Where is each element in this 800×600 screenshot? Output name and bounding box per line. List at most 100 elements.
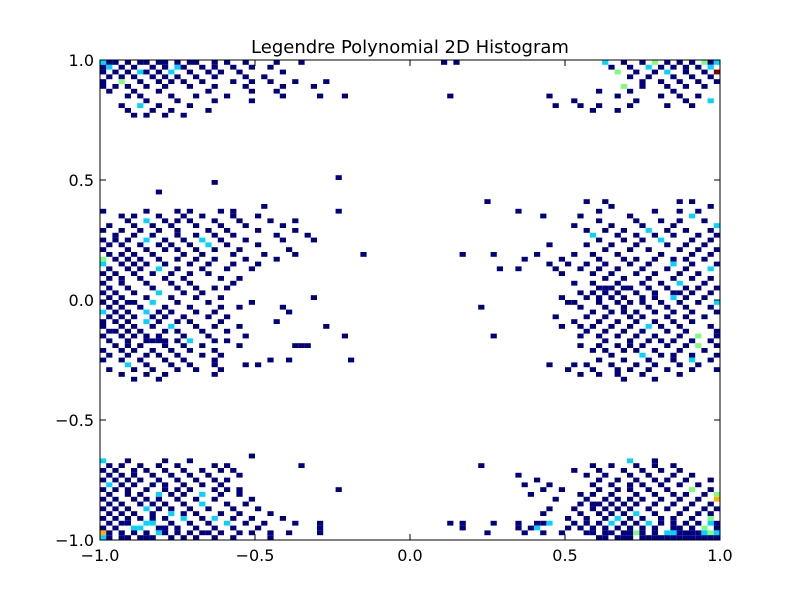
histogram-cell	[124, 520, 131, 526]
histogram-cell	[639, 237, 646, 243]
histogram-cell	[100, 458, 107, 464]
histogram-cell	[478, 463, 485, 468]
histogram-cell	[267, 535, 274, 540]
histogram-cell	[255, 506, 262, 512]
histogram-cell	[100, 468, 107, 473]
histogram-cell	[645, 228, 652, 233]
histogram-cell	[205, 314, 212, 320]
histogram-cell	[676, 468, 683, 473]
histogram-cell	[106, 338, 113, 344]
histogram-cell	[695, 333, 702, 339]
histogram-cell	[565, 261, 572, 267]
histogram-cell	[682, 343, 689, 348]
histogram-cell	[589, 463, 596, 468]
histogram-cell	[217, 69, 224, 75]
histogram-cell	[341, 333, 348, 339]
histogram-cell	[292, 218, 299, 224]
histogram-cell	[118, 276, 125, 281]
histogram-cell	[596, 300, 603, 305]
histogram-cell	[651, 463, 658, 468]
histogram-cell	[224, 266, 231, 272]
histogram-cell	[620, 276, 627, 281]
histogram-cell	[279, 516, 286, 521]
histogram-cell	[689, 525, 696, 531]
histogram-cell	[267, 530, 274, 536]
histogram-cell	[149, 108, 156, 113]
histogram-cell	[577, 290, 584, 296]
histogram-cell	[707, 338, 714, 344]
histogram-cell	[106, 242, 113, 248]
histogram-cell	[242, 256, 249, 262]
histogram-cell	[137, 93, 144, 99]
histogram-cell	[707, 74, 714, 80]
histogram-cell	[707, 228, 714, 233]
histogram-cell	[205, 520, 212, 526]
histogram-cell	[174, 98, 181, 104]
histogram-cell	[118, 501, 125, 507]
histogram-cell	[112, 525, 119, 531]
histogram-cell	[155, 506, 162, 512]
histogram-cell	[627, 516, 634, 521]
histogram-cell	[149, 535, 156, 540]
histogram-cell	[627, 103, 634, 108]
histogram-cell	[286, 357, 293, 363]
histogram-cell	[124, 362, 131, 368]
histogram-cell	[651, 477, 658, 483]
histogram-cell	[713, 309, 720, 315]
histogram-cell	[565, 525, 572, 531]
histogram-cell	[335, 175, 342, 180]
histogram-cell	[162, 487, 169, 492]
histogram-cell	[651, 348, 658, 353]
histogram-cell	[682, 256, 689, 262]
histogram-cell	[627, 261, 634, 267]
histogram-cell	[100, 69, 107, 75]
histogram-cell	[639, 266, 646, 272]
histogram-cell	[131, 88, 138, 94]
histogram-cell	[261, 252, 268, 257]
histogram-cell	[224, 314, 231, 320]
histogram-cell	[447, 520, 454, 526]
histogram-cell	[682, 98, 689, 104]
histogram-cell	[645, 367, 652, 372]
histogram-cell	[682, 242, 689, 248]
histogram-cell	[670, 276, 677, 281]
histogram-cell	[602, 328, 609, 334]
histogram-cell	[199, 79, 206, 84]
histogram-cell	[670, 309, 677, 315]
histogram-cell	[236, 472, 243, 478]
histogram-cell	[596, 357, 603, 363]
histogram-cell	[224, 501, 231, 507]
histogram-cell	[186, 487, 193, 492]
histogram-cell	[112, 69, 119, 75]
histogram-cell	[602, 348, 609, 353]
histogram-cell	[651, 69, 658, 75]
histogram-cell	[459, 520, 466, 526]
histogram-cell	[143, 362, 150, 368]
histogram-cell	[211, 535, 218, 540]
histogram-cell	[670, 261, 677, 267]
histogram-cell	[695, 496, 702, 502]
histogram-cell	[664, 487, 671, 492]
histogram-cell	[645, 304, 652, 310]
histogram-cell	[676, 511, 683, 516]
histogram-cell	[149, 74, 156, 80]
histogram-cell	[689, 319, 696, 324]
histogram-cell	[713, 247, 720, 252]
histogram-cell	[180, 468, 187, 473]
histogram-cell	[131, 232, 138, 238]
histogram-cell	[695, 482, 702, 488]
histogram-cell	[627, 487, 634, 492]
histogram-cell	[682, 228, 689, 233]
histogram-cell	[106, 88, 113, 94]
histogram-cell	[713, 333, 720, 339]
histogram-cell	[614, 487, 621, 492]
histogram-cell	[645, 261, 652, 267]
histogram-cell	[596, 487, 603, 492]
histogram-cell	[279, 84, 286, 89]
histogram-cell	[596, 88, 603, 94]
histogram-cell	[689, 252, 696, 257]
histogram-cell	[199, 516, 206, 521]
histogram-cell	[205, 69, 212, 75]
histogram-cell	[255, 362, 262, 368]
histogram-cell	[670, 64, 677, 70]
